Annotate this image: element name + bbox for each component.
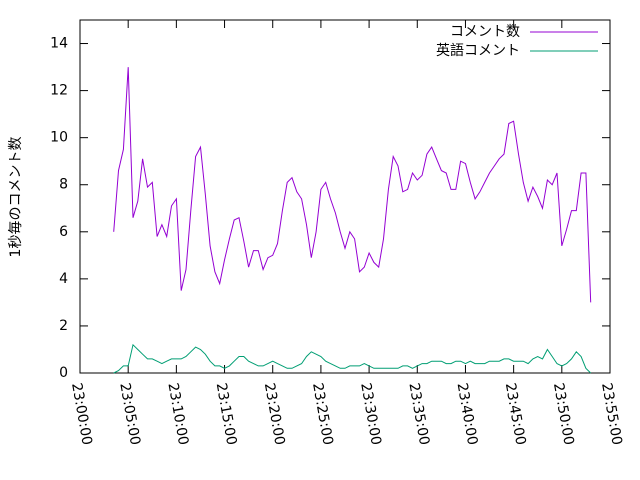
y-tick-label: 12 (50, 83, 68, 99)
y-tick-label: 10 (50, 130, 68, 146)
y-tick-label: 14 (50, 36, 68, 52)
legend-label: コメント数 (450, 24, 520, 40)
series-line (113, 67, 592, 303)
y-tick-label: 8 (59, 177, 68, 193)
y-tick-label: 6 (59, 224, 68, 240)
plot-frame (79, 19, 611, 374)
y-tick-label: 2 (59, 318, 68, 334)
y-tick-label: 0 (59, 365, 68, 381)
y-tick-label: 4 (59, 271, 68, 287)
y-axis-label: 1秒毎のコメント数 (8, 137, 24, 258)
legend-label: 英語コメント (436, 42, 520, 59)
series-line (113, 343, 592, 374)
